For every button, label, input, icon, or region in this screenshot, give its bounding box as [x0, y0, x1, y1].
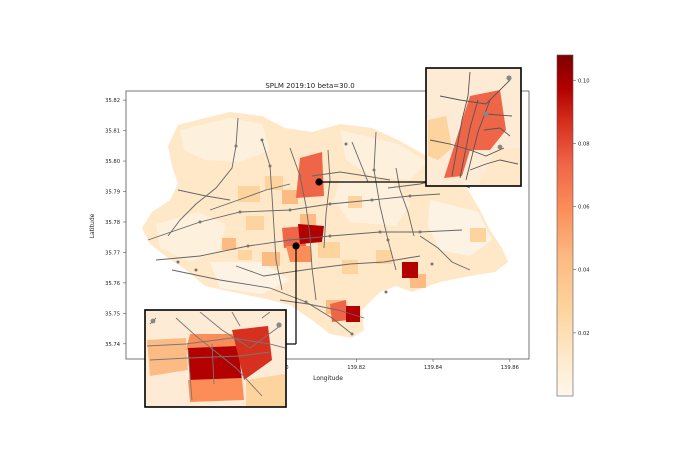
x-tick-label: 139.82 — [347, 365, 365, 371]
inset-connectors — [285, 178, 427, 345]
y-tick-label: 35.78 — [105, 220, 120, 226]
y-axis-label: Latitude — [89, 213, 96, 238]
region-patch — [334, 180, 410, 226]
map-layer — [142, 112, 508, 338]
x-axis-label: Longitude — [313, 375, 343, 382]
y-tick-label: 35.82 — [105, 98, 120, 104]
colorbar-ticks: 0.10 0.08 0.06 0.04 0.02 — [573, 78, 590, 337]
colorbar-tick-label: 0.06 — [578, 205, 590, 211]
x-tick-label: 139.86 — [501, 365, 519, 371]
colorbar-gradient — [556, 54, 574, 397]
y-tick-label: 35.77 — [105, 250, 120, 256]
region-cell — [282, 190, 298, 204]
region-patch — [210, 262, 290, 294]
y-tick-label: 35.75 — [105, 311, 120, 317]
y-tick-label: 35.81 — [105, 129, 120, 135]
road-network — [147, 117, 471, 335]
station-markers — [176, 138, 434, 336]
region-patch — [156, 212, 226, 262]
center-inset — [144, 309, 287, 408]
south-hotspot — [330, 300, 348, 322]
center-inset-marker — [292, 242, 300, 250]
y-tick-label: 35.74 — [105, 342, 121, 348]
east-hotspot — [402, 262, 418, 278]
north-inset-marker — [315, 178, 323, 186]
region-cell — [262, 252, 280, 266]
colorbar-tick-label: 0.10 — [578, 78, 590, 84]
y-tick-label: 35.76 — [105, 281, 120, 287]
y-tick-label: 35.79 — [105, 190, 120, 196]
y-tick-label: 35.80 — [105, 159, 120, 165]
region-cell — [246, 216, 264, 230]
x-tick-label: 139.84 — [424, 365, 443, 371]
region-cell — [238, 250, 252, 260]
region-cell — [376, 250, 392, 264]
region-patch — [180, 118, 270, 162]
region-cell — [318, 242, 340, 258]
region-cell — [222, 238, 236, 250]
colorbar: 0.10 0.08 0.06 0.04 0.02 — [556, 54, 590, 397]
colorbar-tick-label: 0.04 — [578, 268, 590, 274]
south-hotspot-b — [346, 306, 360, 322]
colorbar-tick-label: 0.02 — [578, 331, 590, 337]
y-axis: 35.82 35.81 35.80 35.79 35.78 35.77 35.76 35.75… — [105, 98, 126, 348]
region-cell — [470, 228, 486, 242]
region-cell — [238, 186, 260, 202]
colorbar-tick-label: 0.08 — [578, 141, 590, 147]
region-cell — [342, 260, 358, 274]
north-inset — [425, 67, 522, 187]
north-hotspot — [296, 152, 324, 198]
chart-title: SPLM 2019:10 beta=30.0 — [265, 82, 354, 90]
center-hotspot — [298, 224, 324, 244]
center-hotspot-b — [286, 246, 312, 262]
